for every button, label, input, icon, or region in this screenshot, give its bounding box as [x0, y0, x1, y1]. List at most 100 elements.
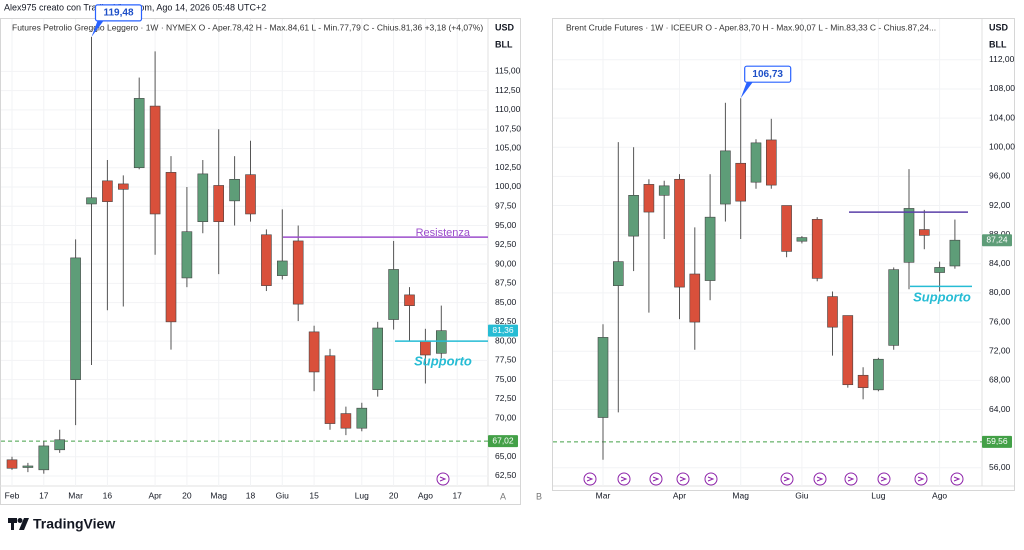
y-tick-label: 110,00: [495, 104, 521, 114]
unit: BLL: [989, 39, 1007, 49]
x-tick-label: 15: [309, 490, 319, 500]
event-icon: [844, 472, 858, 486]
x-tick-label: Lug: [355, 490, 369, 500]
candle-body: [888, 269, 900, 346]
candle-body: [643, 184, 655, 213]
event-icon: [914, 472, 928, 486]
y-tick-label: 56,00: [989, 462, 1011, 472]
candle-body: [372, 327, 384, 390]
x-tick-label: Lug: [871, 490, 885, 500]
candle-body: [674, 178, 685, 288]
event-glyph: [847, 476, 855, 482]
candle-body: [102, 180, 113, 202]
y-tick-label: 107,50: [495, 123, 521, 133]
y-tick-label: 115,00: [495, 66, 521, 76]
x-tick-label: Apr: [148, 490, 161, 500]
y-tick-label: 95,00: [495, 220, 517, 230]
y-tick-label: 100,00: [989, 141, 1015, 151]
candle-body: [735, 162, 747, 202]
pane-label: A: [500, 491, 506, 501]
x-tick-label: 16: [103, 490, 113, 500]
y-tick-label: 70,00: [495, 412, 517, 422]
currency: USD: [989, 22, 1009, 32]
event-icon: [704, 472, 718, 486]
candle-body: [245, 174, 256, 215]
callout-box: [94, 4, 143, 22]
x-tick-label: 17: [452, 490, 462, 500]
candle-body: [689, 273, 701, 323]
callout-pointer: [91, 20, 104, 37]
level-label: Supporto: [414, 353, 472, 368]
x-tick-label: Ago: [418, 490, 433, 500]
candle-body: [165, 172, 177, 323]
y-tick-label: 102,50: [495, 162, 521, 172]
y-tick-label: 80,00: [989, 287, 1011, 297]
y-tick-label: 84,00: [989, 258, 1011, 268]
candle-body: [435, 330, 447, 354]
y-tick-label: 112,50: [495, 85, 521, 95]
event-glyph: [880, 476, 888, 482]
currency: USD: [495, 22, 515, 32]
candle-body: [213, 185, 224, 222]
y-tick-label: 112,00: [989, 54, 1015, 64]
event-icon: [877, 472, 891, 486]
unit: BLL: [495, 39, 513, 49]
candle-body: [842, 315, 854, 386]
x-tick-label: 17: [39, 490, 49, 500]
x-tick-label: Mar: [596, 490, 611, 500]
candle-body: [86, 197, 97, 205]
event-icon: [617, 472, 631, 486]
x-tick-label: Apr: [673, 490, 686, 500]
y-tick-label: 100,00: [495, 181, 521, 191]
y-tick-label: 88,00: [989, 229, 1011, 239]
y-tick-label: 72,50: [495, 393, 517, 403]
brand: TradingView: [33, 516, 115, 532]
y-tick-label: 77,50: [495, 355, 517, 365]
event-icon: [583, 472, 597, 486]
x-tick-label: Mag: [210, 490, 227, 500]
event-glyph: [679, 476, 687, 482]
x-tick-label: Feb: [5, 490, 20, 500]
y-tick-label: 80,00: [495, 335, 517, 345]
event-glyph: [953, 476, 961, 482]
y-tick-label: 85,00: [495, 297, 517, 307]
event-icon: [649, 472, 663, 486]
pane-label: B: [536, 491, 542, 501]
x-tick-label: Mar: [68, 490, 83, 500]
candle-body: [54, 439, 66, 451]
candle-body: [388, 269, 399, 320]
level-label: Resistenza: [416, 227, 471, 239]
price-tag: [488, 435, 518, 448]
candle-body: [704, 216, 716, 281]
chart-title: Futures Petrolio Greggio Leggero · 1W · …: [12, 22, 483, 32]
callout-pointer: [740, 82, 753, 99]
candle-body: [658, 185, 670, 196]
y-tick-label: 92,50: [495, 239, 517, 249]
chart-title: Brent Crude Futures · 1W · ICEEUR O - Ap…: [566, 22, 936, 32]
x-tick-label: 18: [246, 490, 256, 500]
x-tick-label: 20: [182, 490, 192, 500]
y-tick-label: 92,00: [989, 200, 1011, 210]
y-tick-label: 68,00: [989, 375, 1011, 385]
y-tick-label: 82,50: [495, 316, 517, 326]
candle-body: [873, 358, 884, 391]
event-icon: [676, 472, 690, 486]
price-tag-label: 87,24: [986, 234, 1008, 244]
candle-body: [6, 459, 18, 469]
event-icon: [436, 472, 450, 486]
x-tick-label: Mag: [732, 490, 749, 500]
y-tick-label: 65,00: [495, 451, 517, 461]
event-icon: [780, 472, 794, 486]
plot: [553, 19, 982, 486]
candle-body: [149, 105, 161, 215]
pane-frame: [0, 18, 521, 505]
candle-body: [181, 231, 193, 279]
level-label: Supporto: [913, 289, 971, 304]
candle-body: [197, 173, 209, 222]
event-icon: [813, 472, 827, 486]
candle-body: [934, 267, 945, 273]
y-tick-label: 97,50: [495, 201, 517, 211]
price-tag: [982, 435, 1012, 448]
